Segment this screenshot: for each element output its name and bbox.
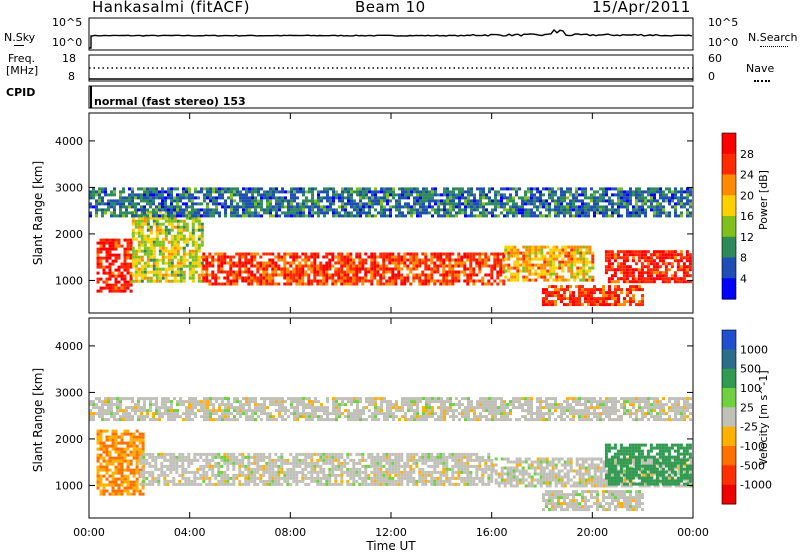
power-colorbar-swatch — [722, 278, 736, 300]
velocity-colorbar-swatch — [722, 426, 736, 447]
beam-title: Beam 10 — [355, 0, 426, 16]
velocity-colorbar-swatch — [722, 465, 736, 486]
power-colorbar-tick: 20 — [740, 189, 754, 202]
time-xtick-label: 20:00 — [576, 526, 608, 539]
power-heatmap — [89, 187, 692, 307]
noise-sky-label: N.Sky — [4, 31, 36, 44]
velocity-ytick-label: 3000 — [55, 386, 83, 399]
noise-panel-frame — [88, 17, 694, 51]
power-colorbar-tick: 28 — [740, 148, 754, 161]
power-band-1 — [131, 210, 204, 283]
time-axis-label: Time UT — [365, 539, 416, 553]
time-xtick-label: 00:00 — [73, 526, 105, 539]
power-colorbar-tick: 16 — [740, 210, 754, 223]
noise-right-tick-bottom: 10^0 — [708, 36, 739, 49]
power-ytick-label: 3000 — [55, 181, 83, 194]
noise-search-line — [760, 46, 788, 47]
velocity-colorbar-swatch — [722, 407, 736, 428]
noise-right-tick-top: 10^5 — [708, 16, 739, 29]
power-band-0 — [96, 238, 133, 293]
power-ylabel: Slant Range [km] — [31, 161, 45, 265]
velocity-colorbar-label: Velocity [m s^-1] — [757, 370, 770, 465]
velocity-colorbar-swatch — [722, 484, 736, 505]
velocity-colorbar-tick: -25 — [740, 421, 758, 434]
power-band-3 — [504, 245, 595, 282]
noise-left-tick-top: 10^5 — [52, 16, 83, 29]
time-xtick-label: 12:00 — [375, 526, 407, 539]
power-colorbar-label: Power [dB] — [757, 170, 770, 230]
velocity-ytick-label: 4000 — [55, 340, 83, 353]
velocity-ytick-label: 2000 — [55, 433, 83, 446]
velocity-band-1 — [139, 452, 494, 486]
time-xtick-label: 08:00 — [274, 526, 306, 539]
velocity-colorbar-swatch — [722, 446, 736, 466]
power-colorbar-frame — [721, 132, 737, 300]
velocity-colorbar: 1000 500 100 25 -25 -100 -500 -1000 — [721, 329, 772, 505]
power-colorbar-swatch — [722, 257, 736, 279]
noise-search-label: N.Search — [748, 31, 798, 44]
velocity-colorbar-frame — [721, 329, 737, 505]
power-colorbar-tick: 12 — [740, 231, 754, 244]
noise-sky-line — [14, 45, 24, 46]
power-colorbar-tick: 24 — [740, 169, 754, 182]
freq-right-tick-top: 60 — [708, 52, 722, 65]
velocity-band-3 — [542, 490, 644, 512]
velocity-colorbar-tick: -100 — [740, 440, 765, 453]
power-band-4 — [542, 285, 644, 307]
nave-label: Nave — [746, 62, 775, 75]
power-ytick-label: 4000 — [55, 135, 83, 148]
velocity-band-4 — [604, 443, 692, 486]
velocity-colorbar-tick: -500 — [740, 459, 765, 472]
power-ytick-label: 1000 — [55, 274, 83, 287]
freq-left-tick-top: 18 — [62, 52, 76, 65]
time-xtick-label: 16:00 — [476, 526, 508, 539]
velocity-colorbar-swatch — [722, 330, 736, 350]
power-colorbar-swatch — [722, 216, 736, 238]
velocity-ylabel: Slant Range [km] — [31, 368, 45, 472]
velocity-colorbar-swatch — [722, 368, 736, 389]
time-xtick-label: 04:00 — [174, 526, 206, 539]
power-colorbar: 28 24 20 16 12 8 4 — [721, 132, 754, 300]
velocity-band-5 — [89, 397, 692, 422]
power-colorbar-swatch — [722, 236, 736, 259]
cpid-label: CPID — [6, 86, 36, 99]
velocity-colorbar-tick: 1000 — [740, 343, 768, 356]
nave-line — [754, 80, 770, 82]
velocity-colorbar-tick: 25 — [740, 401, 754, 414]
power-band-2 — [202, 252, 506, 286]
cpid-value: normal (fast stereo) 153 — [94, 95, 246, 108]
velocity-colorbar-tick: 500 — [740, 363, 761, 376]
velocity-band-0 — [96, 429, 145, 496]
power-colorbar-tick: 8 — [740, 252, 747, 265]
power-colorbar-swatch — [722, 153, 736, 176]
date-title: 15/Apr/2011 — [592, 0, 691, 16]
power-colorbar-swatch — [722, 133, 736, 155]
freq-unit-label: [MHz] — [6, 64, 39, 77]
power-axes: 1000 2000 3000 4000 — [55, 113, 694, 313]
time-xtick-label: 00:00 — [677, 526, 709, 539]
velocity-colorbar-tick: 100 — [740, 382, 761, 395]
noise-left-tick-bottom: 10^0 — [52, 36, 83, 49]
power-colorbar-swatch — [722, 174, 736, 196]
velocity-colorbar-swatch — [722, 388, 736, 408]
power-band-6 — [89, 187, 692, 218]
freq-right-tick-bottom: 0 — [708, 70, 715, 83]
cpid-panel-frame — [88, 85, 694, 109]
power-colorbar-tick: 4 — [740, 272, 747, 285]
power-band-5 — [604, 250, 692, 284]
station-title: Hankasalmi (fitACF) — [92, 0, 250, 16]
power-ytick-label: 2000 — [55, 228, 83, 241]
freq-left-tick-bottom: 8 — [68, 70, 75, 83]
power-colorbar-swatch — [722, 195, 736, 217]
velocity-ytick-label: 1000 — [55, 479, 83, 492]
velocity-axes: 1000 2000 3000 4000 00:00 04:00 08:00 12:00 16:0… — [55, 318, 709, 539]
noise-sky-trace — [89, 28, 693, 49]
velocity-heatmap — [89, 397, 693, 512]
velocity-colorbar-swatch — [722, 349, 736, 370]
velocity-colorbar-tick: -1000 — [740, 479, 772, 492]
freq-label: Freq. — [8, 52, 36, 65]
velocity-band-2 — [491, 457, 693, 488]
